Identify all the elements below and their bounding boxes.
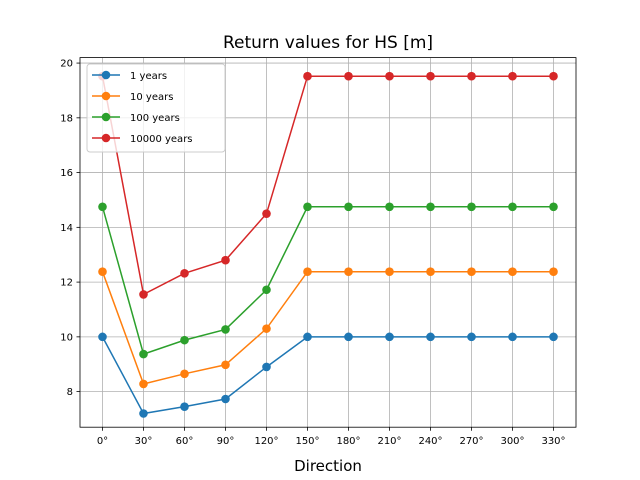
- x-tick-label: 60°: [176, 436, 194, 447]
- data-point: [303, 71, 312, 81]
- data-point: [385, 332, 394, 342]
- data-point: [262, 324, 271, 333]
- data-point: [385, 71, 394, 81]
- series-line: [101, 75, 554, 296]
- data-point: [180, 369, 189, 379]
- data-point: [426, 332, 435, 342]
- data-point: [221, 255, 230, 265]
- data-point: [98, 332, 107, 342]
- data-point: [262, 209, 271, 218]
- x-tick-label: 240°: [418, 436, 442, 447]
- y-tick-label: 20: [60, 59, 73, 70]
- data-point: [508, 267, 517, 276]
- data-point: [98, 267, 107, 276]
- x-axis-label: Direction: [294, 457, 362, 475]
- data-point: [344, 202, 353, 212]
- legend-item: 10000 years: [92, 133, 193, 145]
- data-point: [303, 267, 312, 276]
- data-point: [221, 325, 230, 334]
- y-axis: 8 10 12 14 16 18 20: [60, 59, 80, 398]
- legend-item: 100 years: [92, 112, 180, 124]
- x-tick-label: 330°: [541, 436, 565, 447]
- data-point: [426, 267, 435, 276]
- x-tick-label: 120°: [254, 436, 278, 447]
- data-point: [467, 267, 476, 276]
- x-tick-label: 300°: [500, 436, 524, 447]
- x-tick-label: 210°: [377, 436, 401, 447]
- data-point: [549, 71, 558, 81]
- data-point: [180, 269, 189, 278]
- data-point: [426, 71, 435, 81]
- data-point: [508, 202, 517, 212]
- data-point: [549, 267, 558, 276]
- series-0: [98, 332, 558, 418]
- legend-marker: [101, 112, 111, 122]
- y-tick-label: 14: [60, 223, 73, 234]
- x-tick-label: 150°: [295, 436, 319, 447]
- data-point: [139, 409, 148, 418]
- data-point: [139, 290, 148, 299]
- data-point: [139, 379, 148, 389]
- legend-marker: [101, 91, 111, 101]
- legend-item: 1 years: [92, 70, 167, 82]
- series-line: [101, 270, 554, 385]
- chart-title: Return values for HS [m]: [223, 33, 433, 53]
- series-line: [101, 336, 554, 415]
- data-point: [344, 267, 353, 276]
- data-point: [221, 394, 230, 404]
- data-point: [303, 202, 312, 212]
- y-tick-label: 16: [60, 168, 73, 179]
- x-tick-label: 90°: [217, 436, 235, 447]
- data-point: [262, 285, 271, 295]
- data-point: [303, 332, 312, 342]
- data-point: [508, 332, 517, 342]
- legend-item: 10 years: [92, 91, 173, 103]
- legend-marker: [101, 133, 111, 143]
- data-point: [344, 332, 353, 342]
- data-point: [549, 332, 558, 342]
- legend-label: 1 years: [130, 71, 167, 82]
- data-point: [180, 402, 189, 411]
- legend-label: 10 years: [130, 92, 173, 103]
- data-point: [221, 360, 230, 370]
- y-tick-label: 12: [60, 278, 73, 289]
- x-tick-label: 270°: [459, 436, 483, 447]
- data-point: [262, 362, 271, 372]
- x-tick-label: 30°: [135, 436, 153, 447]
- data-point: [426, 202, 435, 212]
- y-tick-label: 10: [60, 332, 73, 343]
- series-2: [98, 202, 558, 359]
- legend-marker: [101, 70, 111, 80]
- x-tick-label: 180°: [336, 436, 360, 447]
- legend-label: 100 years: [130, 113, 180, 124]
- data-point: [139, 349, 148, 359]
- legend-label: 10000 years: [130, 134, 193, 145]
- data-point: [385, 267, 394, 276]
- data-point: [385, 202, 394, 212]
- x-tick-label: 0°: [97, 436, 108, 447]
- legend-frame: [86, 63, 226, 153]
- data-point: [98, 202, 107, 212]
- data-point: [508, 71, 517, 81]
- data-point: [549, 202, 558, 212]
- y-tick-label: 8: [67, 387, 73, 398]
- data-point: [467, 202, 476, 212]
- plot-frame: [79, 57, 577, 428]
- data-point: [344, 71, 353, 81]
- series-1: [98, 267, 558, 389]
- data-point: [180, 335, 189, 345]
- y-tick-label: 18: [60, 113, 73, 124]
- series-line: [101, 206, 554, 356]
- legend: 1 years 10 years 100 years 10000 years: [86, 63, 226, 153]
- data-point: [467, 332, 476, 342]
- x-axis: 0° 30° 60° 90° 120° 150° 180° 210° 240° 270° 300° 3…: [97, 427, 566, 447]
- data-point: [467, 71, 476, 81]
